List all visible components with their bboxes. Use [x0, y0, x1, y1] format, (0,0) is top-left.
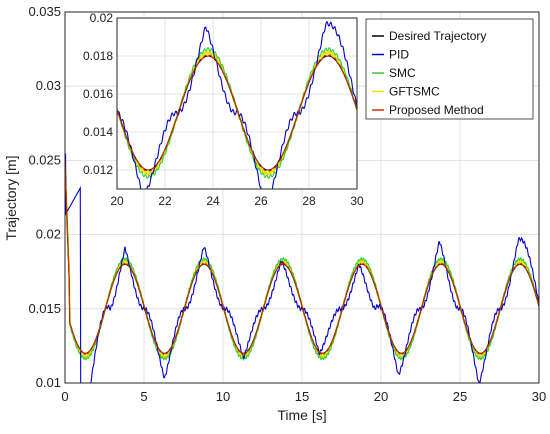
main-y-tick-label: 0.01	[36, 375, 61, 390]
legend-entry: Desired Trajectory	[389, 29, 486, 43]
main-x-tick-label: 0	[61, 389, 68, 404]
main-x-tick-label: 15	[295, 389, 309, 404]
main-tick-labels: 0 5 10 15 20 25 30 0.01 0.015 0.02 0.025 0.03 0.035	[28, 4, 546, 404]
inset-x-tick-label: 26	[254, 194, 268, 208]
inset-y-tick-label: 0.014	[83, 125, 113, 139]
main-series-lines	[65, 152, 539, 383]
inset-line-proposed-method	[117, 54, 357, 172]
legend-entry: GFTSMC	[389, 85, 440, 99]
legend-box	[365, 18, 534, 120]
inset-y-tick-label: 0.018	[83, 49, 113, 63]
inset-x-tick-label: 28	[302, 194, 316, 208]
main-x-tick-label: 25	[453, 389, 467, 404]
inset-x-tick-label: 30	[350, 194, 364, 208]
main-x-tick-label: 20	[374, 389, 388, 404]
inset-y-tick-label: 0.016	[83, 87, 113, 101]
inset-tick-labels: 20 22 24 26 28 30 0.012 0.014 0.016 0.018 0.02	[83, 11, 364, 208]
legend-entry: PID	[389, 48, 409, 62]
inset-x-tick-label: 24	[206, 194, 220, 208]
inset-y-tick-label: 0.012	[83, 163, 113, 177]
legend-entry: Proposed Method	[389, 103, 484, 117]
inset-x-tick-label: 22	[158, 194, 172, 208]
main-x-tick-label: 10	[216, 389, 230, 404]
main-y-tick-label: 0.02	[36, 227, 61, 242]
main-x-tick-label: 5	[140, 389, 147, 404]
inset-grid	[117, 18, 357, 189]
legend: Desired Trajectory PID SMC GFTSMC Proposed M…	[365, 18, 534, 120]
main-y-tick-label: 0.025	[28, 152, 61, 167]
main-y-tick-label: 0.015	[28, 301, 61, 316]
main-x-tick-label: 30	[532, 389, 546, 404]
inset-frame	[116, 17, 358, 190]
plot-frame	[64, 11, 540, 384]
legend-entry: SMC	[389, 66, 416, 80]
x-axis-label: Time [s]	[277, 407, 326, 423]
main-line-proposed-method	[65, 160, 539, 355]
main-y-tick-label: 0.03	[36, 78, 61, 93]
inset-x-tick-label: 20	[110, 194, 124, 208]
inset-background	[117, 18, 357, 189]
inset-y-tick-label: 0.02	[90, 11, 114, 25]
inset-series-lines	[117, 20, 357, 189]
main-y-tick-label: 0.035	[28, 4, 61, 19]
y-axis-label: Trajectory [m]	[3, 155, 19, 240]
